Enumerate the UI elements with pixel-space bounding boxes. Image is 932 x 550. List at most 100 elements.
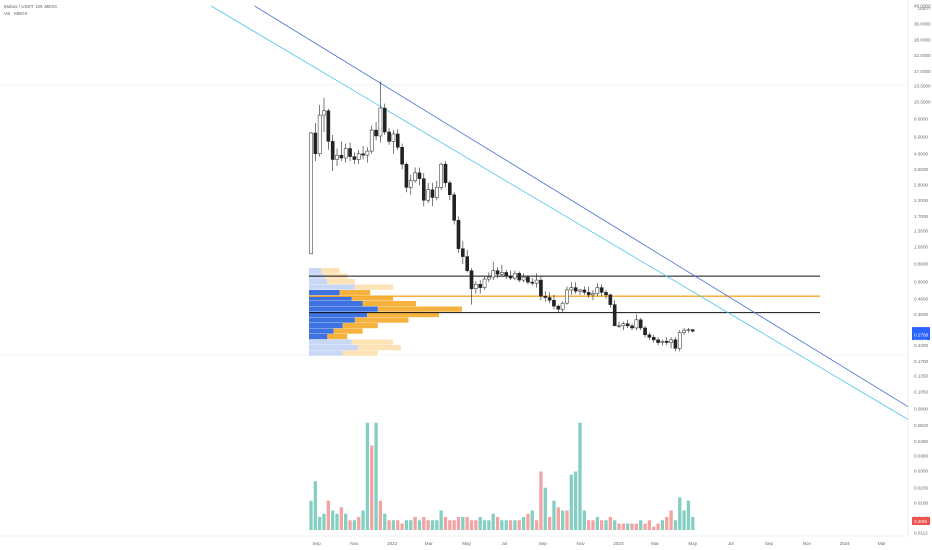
candle-body bbox=[617, 325, 621, 327]
volume-bar bbox=[565, 510, 569, 530]
price-tick: 1.3500 bbox=[914, 229, 928, 234]
candle-body bbox=[578, 289, 582, 292]
volume-bar bbox=[469, 520, 474, 530]
price-tick: 28.0000 bbox=[914, 38, 931, 43]
candle-body bbox=[348, 148, 352, 157]
candle-body bbox=[335, 154, 339, 160]
volume-bar bbox=[582, 510, 586, 530]
profile-bar-down bbox=[339, 290, 371, 296]
volume-bar bbox=[478, 517, 482, 530]
price-tick: 36.0000 bbox=[914, 22, 931, 27]
candle-body bbox=[530, 281, 535, 284]
candle-body bbox=[417, 172, 422, 179]
volume-bar bbox=[556, 507, 560, 530]
volume-bar bbox=[435, 520, 439, 530]
profile-bar-down bbox=[362, 301, 417, 307]
volume-bars bbox=[309, 422, 695, 530]
current-price-countdown: 3d 19h bbox=[914, 338, 928, 343]
candle-body bbox=[526, 276, 530, 283]
volume-profile bbox=[309, 268, 462, 356]
candle-body bbox=[517, 273, 522, 281]
candle-body bbox=[487, 276, 491, 280]
profile-bar-down bbox=[354, 317, 409, 323]
candle-body bbox=[448, 182, 452, 196]
volume-bar bbox=[482, 520, 487, 530]
profile-bar-down bbox=[321, 268, 340, 274]
candle-body bbox=[426, 189, 430, 201]
volume-bar bbox=[530, 510, 534, 530]
time-tick: Nov bbox=[803, 541, 812, 546]
volume-bar bbox=[600, 520, 604, 530]
price-tick: 0.0480 bbox=[914, 439, 928, 444]
profile-bar-down bbox=[351, 339, 394, 345]
volume-bar bbox=[513, 520, 517, 530]
candle-body bbox=[612, 304, 617, 327]
profile-bar-up bbox=[309, 312, 368, 318]
volume-bar bbox=[430, 520, 435, 530]
candle-body bbox=[638, 319, 643, 329]
profile-bar-up bbox=[309, 317, 355, 323]
volume-bar bbox=[322, 513, 326, 530]
candle-body bbox=[352, 156, 357, 160]
profile-bar-up bbox=[309, 295, 352, 301]
current-price-tag: 0.2758 3d 19h bbox=[912, 327, 930, 343]
volume-bar bbox=[660, 520, 665, 530]
candle-body bbox=[625, 323, 630, 327]
profile-bar-up bbox=[309, 279, 328, 285]
candle-body bbox=[313, 132, 318, 155]
volume-bar bbox=[339, 507, 344, 530]
candle-body bbox=[413, 172, 417, 181]
volume-bar bbox=[560, 510, 565, 530]
volume-bar bbox=[682, 510, 686, 530]
volume-bar bbox=[378, 500, 383, 530]
volume-bar bbox=[500, 520, 504, 530]
candle-body bbox=[404, 163, 409, 188]
price-axis[interactable]: USDT 48.0000 36.0000 28.0000 22.0000 17.0000… bbox=[914, 4, 931, 536]
candle-body bbox=[599, 287, 604, 293]
candle-body bbox=[660, 340, 665, 343]
candle-body bbox=[343, 148, 348, 159]
volume-tag-value: 3.20M bbox=[914, 519, 927, 524]
volume-bar bbox=[569, 474, 573, 530]
volume-bar bbox=[309, 500, 313, 530]
price-tick: 0.2200 bbox=[914, 343, 928, 348]
candle-body bbox=[586, 292, 591, 296]
volume-bar bbox=[587, 520, 591, 530]
candle-body bbox=[677, 332, 682, 349]
volume-bar bbox=[474, 520, 478, 530]
candle-body bbox=[491, 270, 496, 278]
price-tick: 4.6000 bbox=[914, 151, 928, 156]
volume-bar bbox=[448, 520, 452, 530]
time-tick: 2024 bbox=[839, 541, 850, 546]
candle-body bbox=[543, 295, 548, 298]
price-tick: 17.0000 bbox=[914, 69, 931, 74]
candle-body bbox=[382, 107, 387, 133]
volume-bar bbox=[691, 517, 695, 530]
candle-body bbox=[469, 270, 474, 290]
time-tick: Sep bbox=[765, 541, 774, 546]
volume-indicator-title: Vol · MBOX bbox=[4, 11, 28, 16]
price-tick: 0.0230 bbox=[914, 485, 928, 490]
candle-body bbox=[478, 284, 483, 288]
volume-bar bbox=[426, 520, 430, 530]
candle-body bbox=[534, 279, 539, 284]
candle-body bbox=[500, 272, 504, 275]
profile-bar-down bbox=[342, 323, 378, 329]
time-axis[interactable]: Sep Nov 2022 Mar May Jul Sep Nov 2023 Mar May Jul Se… bbox=[312, 541, 886, 546]
candle-body bbox=[495, 270, 500, 275]
volume-bar bbox=[652, 526, 656, 530]
price-tick: 22.0000 bbox=[914, 53, 931, 58]
candle-body bbox=[474, 284, 478, 290]
price-tick: 0.0380 bbox=[914, 454, 928, 459]
candle-body bbox=[395, 133, 400, 148]
profile-bar-up bbox=[309, 328, 334, 334]
candle-body bbox=[443, 163, 448, 184]
candle-body bbox=[664, 340, 669, 343]
time-tick: Nov bbox=[577, 541, 586, 546]
volume-bar bbox=[621, 523, 626, 530]
volume-bar bbox=[383, 513, 387, 530]
candle-body bbox=[552, 300, 556, 307]
volume-bar bbox=[404, 520, 409, 530]
volume-bar bbox=[613, 520, 617, 530]
